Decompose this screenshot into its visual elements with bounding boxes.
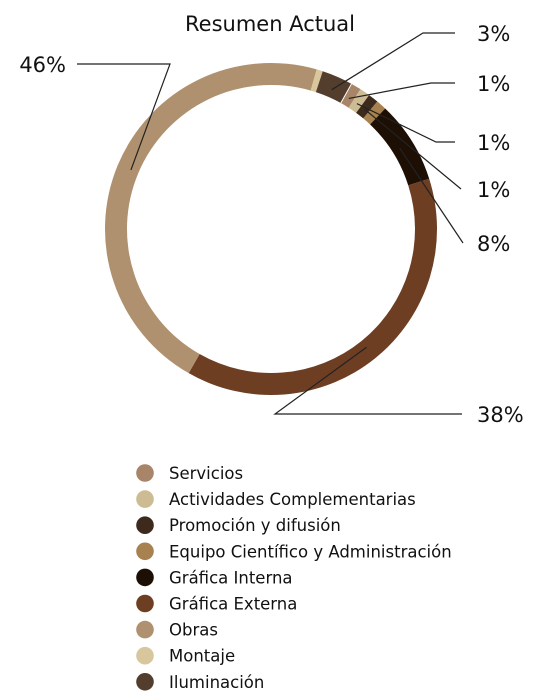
leader-line-iluminacion — [331, 32, 455, 91]
percentage-labels: 3% 1% 1% 1% 8% 38% 46% — [19, 22, 523, 427]
data-label-grafica-interna: 8% — [477, 232, 510, 256]
legend-item-grafica-externa: Gráfica Externa — [136, 595, 297, 614]
slice-promocion-y-difusion — [356, 95, 378, 119]
legend-swatch — [136, 594, 154, 613]
legend-item-grafica-interna: Gráfica Interna — [136, 568, 293, 587]
legend-swatch — [136, 516, 154, 534]
legend-label: Servicios — [169, 464, 243, 483]
data-label-promocion-y-difusion: 1% — [477, 178, 510, 202]
leader-line-grafica-interna — [399, 147, 464, 244]
data-label-obras: 46% — [19, 53, 66, 77]
slice-montaje — [310, 69, 323, 93]
slice-iluminacion — [315, 71, 352, 104]
legend-label: Iluminación — [169, 673, 264, 692]
legend-swatch — [136, 490, 154, 508]
legend-swatch — [136, 568, 154, 587]
legend-label: Obras — [169, 621, 218, 640]
data-label-actividades-complementarias: 1% — [477, 131, 510, 155]
legend-label: Equipo Científico y Administración — [169, 542, 452, 561]
data-label-grafica-externa: 38% — [477, 403, 524, 427]
legend-item-equipo-cientifico-y-administracion: Equipo Científico y Administración — [136, 542, 452, 561]
slice-grafica-interna — [370, 108, 430, 186]
legend-label: Actividades Complementarias — [169, 490, 416, 509]
legend: Servicios Actividades Complementarias Prom… — [136, 464, 452, 692]
slice-grafica-externa — [188, 178, 437, 396]
legend-item-promocion-y-difusion: Promoción y difusión — [136, 516, 341, 535]
leader-line-actividades-complementarias — [356, 103, 455, 143]
legend-label: Promoción y difusión — [169, 516, 341, 535]
legend-item-obras: Obras — [136, 621, 218, 640]
donut-slices — [105, 62, 437, 396]
leader-line-servicios — [348, 82, 455, 100]
leader-line-obras — [77, 63, 171, 171]
slice-separator — [340, 83, 352, 104]
label-leader-lines — [77, 32, 464, 415]
legend-swatch — [136, 673, 154, 691]
data-label-servicios: 1% — [477, 72, 510, 96]
data-label-iluminacion: 3% — [477, 22, 510, 46]
slice-equipo-cientifico-y-administracion — [363, 101, 386, 125]
legend-item-montaje: Montaje — [136, 647, 235, 666]
leader-line-promocion-y-difusion — [364, 108, 462, 190]
chart-title: Resumen Actual — [185, 12, 355, 36]
legend-label: Gráfica Externa — [169, 595, 297, 614]
legend-item-iluminacion: Iluminación — [136, 673, 264, 692]
legend-swatch — [136, 542, 154, 561]
legend-swatch — [136, 620, 154, 639]
legend-label: Montaje — [169, 647, 235, 666]
slice-servicios — [340, 83, 361, 108]
legend-item-servicios: Servicios — [136, 464, 243, 483]
legend-label: Gráfica Interna — [169, 568, 293, 587]
leader-line-grafica-externa — [273, 346, 462, 415]
legend-item-actividades-complementarias: Actividades Complementarias — [136, 490, 416, 509]
slice-obras — [105, 62, 317, 374]
legend-swatch — [136, 464, 154, 482]
legend-swatch — [136, 646, 154, 665]
